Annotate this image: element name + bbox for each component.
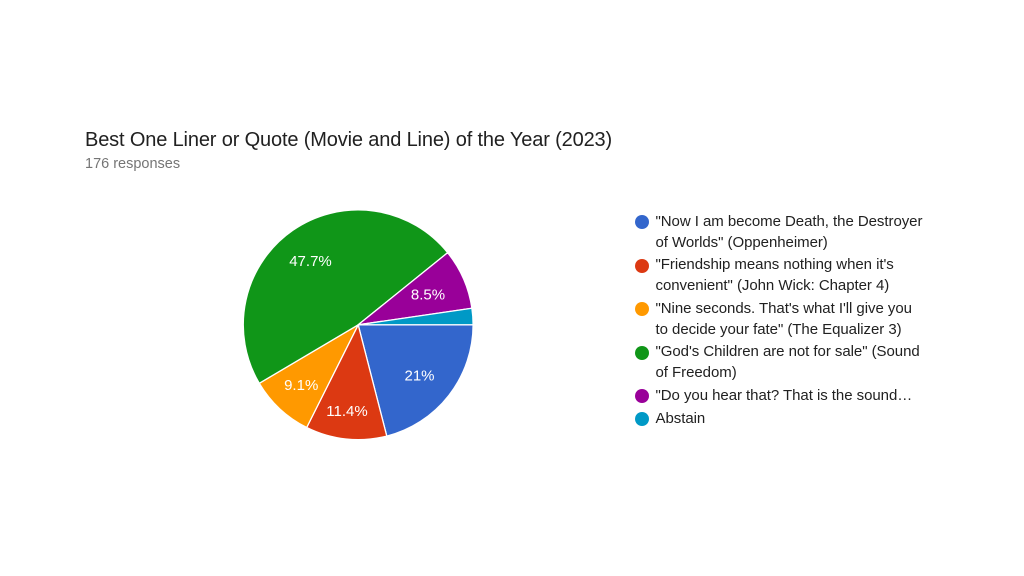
svg-text:21%: 21%: [404, 367, 434, 384]
svg-text:8.5%: 8.5%: [411, 286, 445, 303]
svg-text:47.7%: 47.7%: [289, 253, 332, 270]
svg-text:11.4%: 11.4%: [326, 403, 367, 420]
svg-text:9.1%: 9.1%: [284, 377, 318, 394]
